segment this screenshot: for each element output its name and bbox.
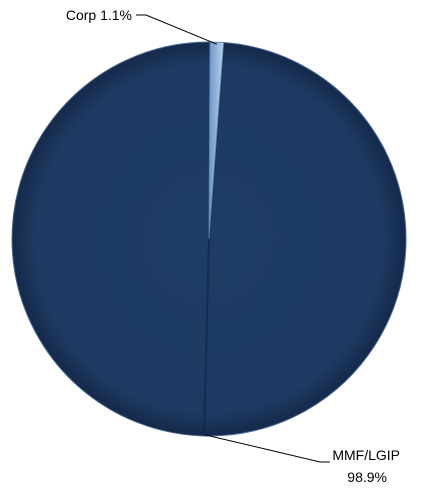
label-mmf-lgip-name: MMF/LGIP: [332, 447, 400, 463]
label-corp: Corp 1.1%: [66, 7, 132, 23]
label-mmf-lgip-value: 98.9%: [347, 469, 387, 485]
leader-lines: [136, 14, 330, 463]
leader-line-corp: [136, 14, 217, 45]
slice-corp: [208, 41, 225, 240]
leader-line-mmf-lgip: [205, 434, 330, 463]
pie-slices: [11, 41, 407, 437]
